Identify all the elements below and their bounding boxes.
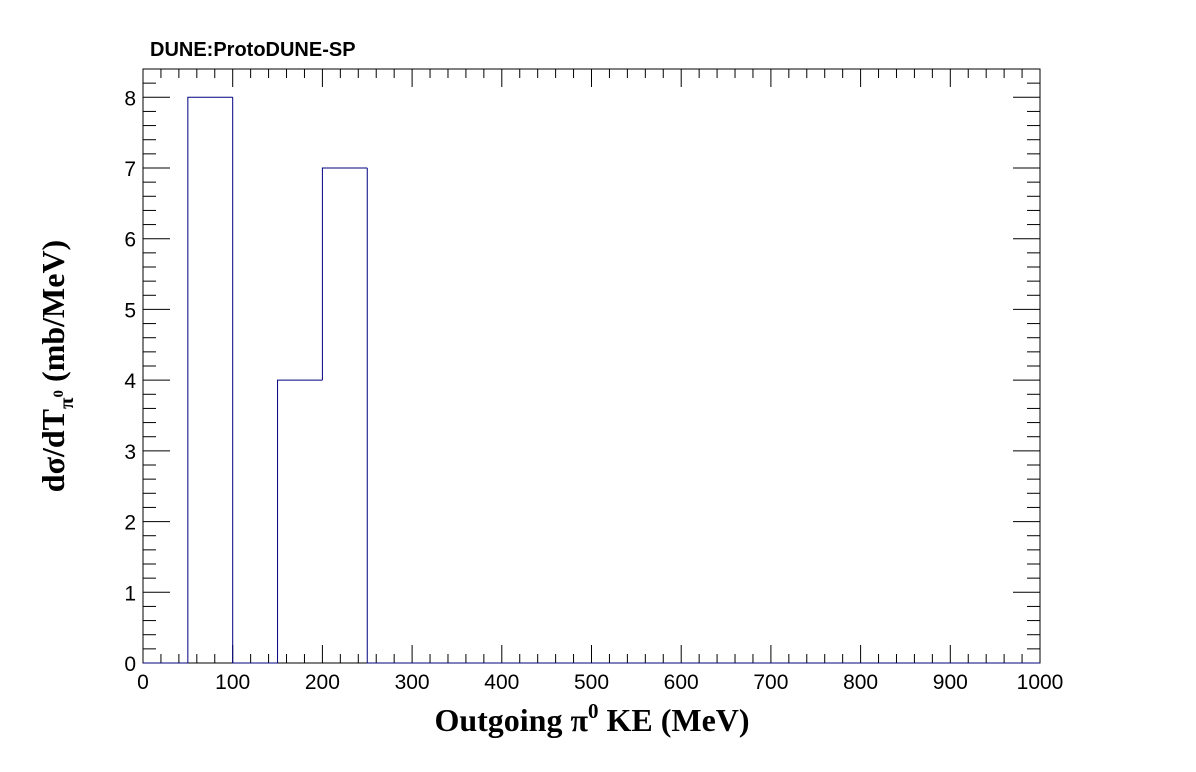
histogram-bin <box>187 96 233 663</box>
x-tick-label: 300 <box>395 671 430 694</box>
y-tick-label: 4 <box>124 370 136 393</box>
x-axis-title-main: Outgoing π <box>434 702 588 738</box>
y-tick-label: 8 <box>124 87 136 110</box>
y-tick-label: 2 <box>124 512 136 535</box>
y-axis-title-main: dσ/dT <box>35 409 71 492</box>
x-tick-label: 800 <box>843 671 878 694</box>
x-tick-label: 700 <box>753 671 788 694</box>
chart-title: DUNE:ProtoDUNE-SP <box>150 39 356 61</box>
histogram-bin <box>277 379 323 663</box>
x-tick-label: 0 <box>137 671 149 694</box>
x-axis-title-superscript: 0 <box>588 699 599 723</box>
y-tick-label: 3 <box>124 441 136 464</box>
x-tick-label: 200 <box>305 671 340 694</box>
histogram-bin <box>366 168 413 664</box>
y-tick-label: 7 <box>124 158 136 181</box>
x-axis-title-rest: KE (MeV) <box>599 702 750 738</box>
y-axis-title-rest: (mb/MeV) <box>35 240 71 390</box>
x-tick-label: 900 <box>933 671 968 694</box>
x-tick-label: 400 <box>484 671 519 694</box>
y-tick-label: 6 <box>124 229 136 252</box>
y-axis-title-subscript: π <box>54 397 78 409</box>
histogram-bin <box>321 167 368 381</box>
y-tick-label: 1 <box>124 582 136 605</box>
y-tick-label: 5 <box>124 299 136 322</box>
y-axis-title: dσ/dTπ0 (mb/MeV) <box>35 240 78 492</box>
y-axis-title-subscript-superscript: 0 <box>51 390 67 398</box>
histogram-bin <box>232 97 278 664</box>
x-tick-label: 500 <box>574 671 609 694</box>
x-axis-title: Outgoing π0 KE (MeV) <box>434 699 749 738</box>
x-tick-label: 600 <box>664 671 699 694</box>
x-tick-label: 100 <box>215 671 250 694</box>
y-tick-label: 0 <box>124 653 136 676</box>
x-tick-label: 1000 <box>1017 671 1064 694</box>
